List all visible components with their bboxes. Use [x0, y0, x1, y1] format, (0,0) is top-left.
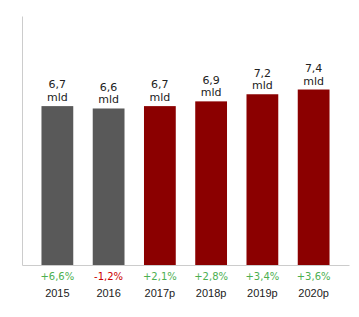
- bar: [195, 101, 227, 265]
- x-tick-label: 2016: [96, 287, 120, 299]
- bar: [41, 106, 73, 265]
- data-label-line: mld: [303, 75, 324, 88]
- data-label-line: mld: [201, 86, 222, 99]
- data-labels: 6,7mld6,6mld6,7mld6,9mld7,2mld7,4mld: [47, 62, 324, 107]
- data-label-line: 6,6: [100, 81, 118, 94]
- baseline: [23, 265, 350, 266]
- data-label-line: mld: [149, 91, 170, 104]
- x-tick-label: 2018p: [196, 287, 227, 299]
- annotations: +6,6% -1,2% +2,1% +2,8% +3,4% +3,6%: [40, 271, 330, 282]
- pct-label: +6,6%: [40, 271, 74, 282]
- bar: [298, 90, 330, 265]
- x-axis: 2015 2016 2017p 2018p 2019p 2020p: [23, 265, 350, 299]
- data-label-line: 6,7: [151, 78, 169, 91]
- pct-label: -1,2%: [94, 271, 123, 282]
- pct-label: +3,4%: [245, 271, 279, 282]
- pct-label: +2,8%: [194, 271, 228, 282]
- data-label-line: 6,7: [49, 78, 67, 91]
- data-label-line: 7,4: [305, 62, 323, 75]
- data-label: 7,2mld: [252, 67, 273, 93]
- data-label: 6,9mld: [201, 74, 222, 100]
- x-tick-label: 2020p: [298, 287, 329, 299]
- data-label: 6,7mld: [47, 78, 68, 104]
- x-tick-label: 2017p: [145, 287, 176, 299]
- bar: [246, 94, 278, 265]
- bars: [41, 90, 329, 265]
- plot: 2015 2016 2017p 2018p 2019p 2020p +6,6% -1,2% +2…: [23, 17, 350, 299]
- chart: 2015 2016 2017p 2018p 2019p 2020p +6,6% -1,2% +2…: [0, 0, 359, 317]
- data-label: 6,7mld: [149, 78, 170, 104]
- data-label: 6,6mld: [98, 81, 119, 107]
- bar: [93, 108, 125, 265]
- pct-label: +2,1%: [143, 271, 177, 282]
- x-tick-label: 2019p: [247, 287, 278, 299]
- data-label-line: 6,9: [202, 74, 220, 87]
- y-axis: [22, 17, 23, 266]
- y-axis-line: [22, 17, 23, 266]
- data-label-line: mld: [252, 79, 273, 92]
- data-label: 7,4mld: [303, 62, 324, 88]
- pct-label: +3,6%: [297, 271, 331, 282]
- data-label-line: 7,2: [254, 67, 272, 80]
- bar: [144, 106, 176, 265]
- data-label-line: mld: [47, 91, 68, 104]
- x-tick-label: 2015: [45, 287, 69, 299]
- data-label-line: mld: [98, 93, 119, 106]
